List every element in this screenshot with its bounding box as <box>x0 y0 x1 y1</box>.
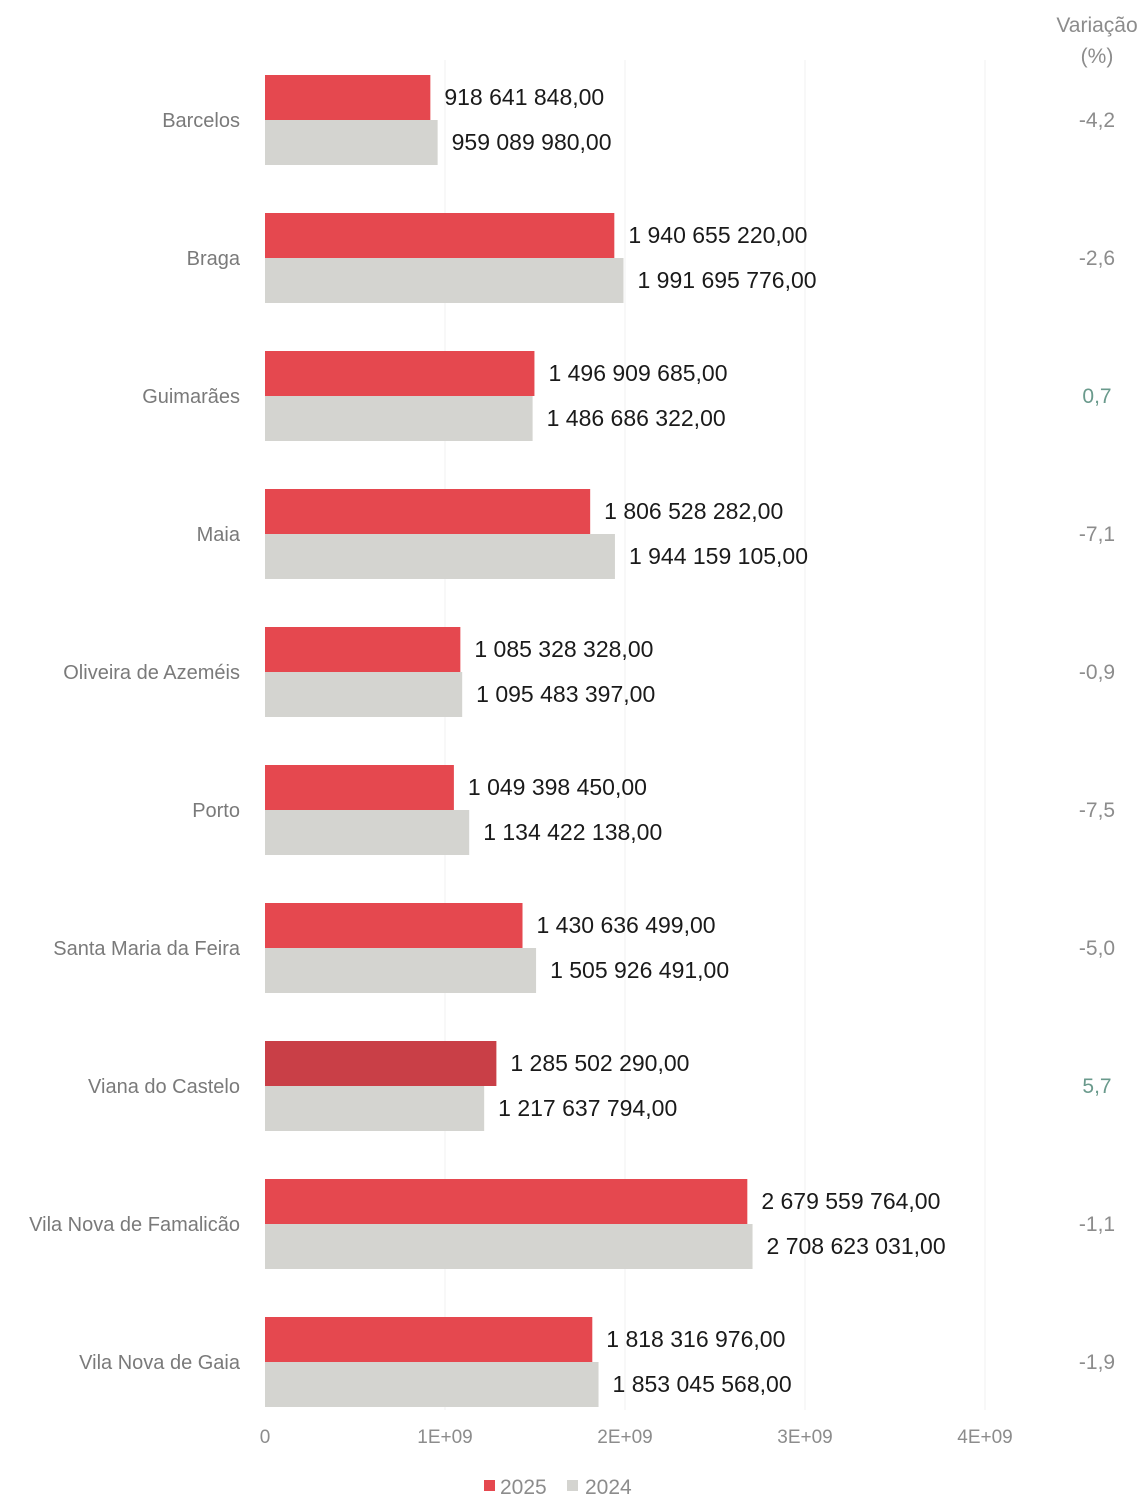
x-tick-label: 0 <box>260 1427 271 1448</box>
value-label-2025: 1 806 528 282,00 <box>604 498 783 524</box>
bar-2024 <box>265 534 615 579</box>
value-label-2024: 959 089 980,00 <box>452 129 612 155</box>
legend-label-2025: 2025 <box>500 1476 547 1497</box>
bar-2025 <box>265 765 454 810</box>
category-label: Maia <box>197 524 241 546</box>
variation-header: Variação <box>1056 14 1137 37</box>
value-label-2024: 1 095 483 397,00 <box>476 681 655 707</box>
variation-value: -4,2 <box>1079 109 1115 132</box>
bar-2025 <box>265 1179 748 1224</box>
value-label-2024: 1 217 637 794,00 <box>498 1095 677 1121</box>
bar-2024 <box>265 672 463 717</box>
value-label-2024: 1 486 686 322,00 <box>547 405 726 431</box>
variation-value: -7,1 <box>1079 523 1115 546</box>
variation-column: Variação (%) -4,2 -2,6 0,7 -7,1 -0,9 -7,5 -5,0… <box>1056 14 1137 1374</box>
x-axis-ticks: 0 1E+09 2E+09 3E+09 4E+09 <box>260 1427 1013 1448</box>
legend-label-2024: 2024 <box>585 1476 632 1497</box>
bar-2025 <box>265 1317 593 1362</box>
variation-value: 0,7 <box>1082 385 1111 408</box>
bar-2025 <box>265 903 523 948</box>
bar-2025 <box>265 627 461 672</box>
bar-2024 <box>265 1086 485 1131</box>
bar-2025 <box>265 1041 497 1086</box>
bar-2024 <box>265 1224 753 1269</box>
value-labels: 918 641 848,00 959 089 980,00 1 940 655 22… <box>444 84 945 1397</box>
category-label: Vila Nova de Famalicão <box>29 1214 240 1236</box>
variation-value: 5,7 <box>1082 1075 1111 1098</box>
variation-value: -1,9 <box>1079 1351 1115 1374</box>
value-label-2025: 918 641 848,00 <box>444 84 604 110</box>
x-tick-label: 2E+09 <box>597 1427 652 1448</box>
bar-2025 <box>265 213 615 258</box>
value-label-2025: 1 496 909 685,00 <box>548 360 727 386</box>
bar-2024 <box>265 396 533 441</box>
category-label: Oliveira de Azeméis <box>63 662 240 684</box>
bar-2025 <box>265 489 591 534</box>
value-label-2025: 1 940 655 220,00 <box>628 222 807 248</box>
x-tick-label: 1E+09 <box>417 1427 472 1448</box>
value-label-2024: 1 134 422 138,00 <box>483 819 662 845</box>
value-label-2025: 1 049 398 450,00 <box>468 774 647 800</box>
value-label-2025: 1 818 316 976,00 <box>606 1326 785 1352</box>
value-label-2024: 1 853 045 568,00 <box>613 1371 792 1397</box>
legend-swatch-2024 <box>567 1480 578 1491</box>
value-label-2025: 1 085 328 328,00 <box>474 636 653 662</box>
legend: 2025 2024 <box>484 1476 632 1497</box>
variation-value: -7,5 <box>1079 799 1115 822</box>
variation-value: -1,1 <box>1079 1213 1115 1236</box>
bar-2025 <box>265 351 535 396</box>
category-label: Viana do Castelo <box>88 1076 240 1098</box>
value-label-2025: 2 679 559 764,00 <box>761 1188 940 1214</box>
category-label: Braga <box>187 248 241 270</box>
x-tick-label: 4E+09 <box>957 1427 1012 1448</box>
category-label: Guimarães <box>142 386 240 408</box>
bar-2025 <box>265 75 431 120</box>
variation-header-unit: (%) <box>1081 45 1114 68</box>
value-label-2025: 1 430 636 499,00 <box>537 912 716 938</box>
category-label: Barcelos <box>162 110 240 132</box>
variation-value: -2,6 <box>1079 247 1115 270</box>
x-tick-label: 3E+09 <box>777 1427 832 1448</box>
bar-2024 <box>265 1362 599 1407</box>
value-label-2024: 1 944 159 105,00 <box>629 543 808 569</box>
bar-2024 <box>265 258 624 303</box>
value-label-2024: 2 708 623 031,00 <box>767 1233 946 1259</box>
variation-value: -0,9 <box>1079 661 1115 684</box>
value-label-2025: 1 285 502 290,00 <box>510 1050 689 1076</box>
value-label-2024: 1 991 695 776,00 <box>638 267 817 293</box>
category-label: Santa Maria da Feira <box>53 938 241 960</box>
bar-2024 <box>265 120 438 165</box>
category-label: Vila Nova de Gaia <box>79 1352 241 1374</box>
value-label-2024: 1 505 926 491,00 <box>550 957 729 983</box>
bars <box>265 75 753 1407</box>
variation-value: -5,0 <box>1079 937 1115 960</box>
bar-2024 <box>265 948 537 993</box>
category-label: Porto <box>192 800 240 822</box>
legend-swatch-2025 <box>484 1480 495 1491</box>
bar-2024 <box>265 810 470 855</box>
category-labels: Barcelos Braga Guimarães Maia Oliveira de Az… <box>29 110 241 1374</box>
